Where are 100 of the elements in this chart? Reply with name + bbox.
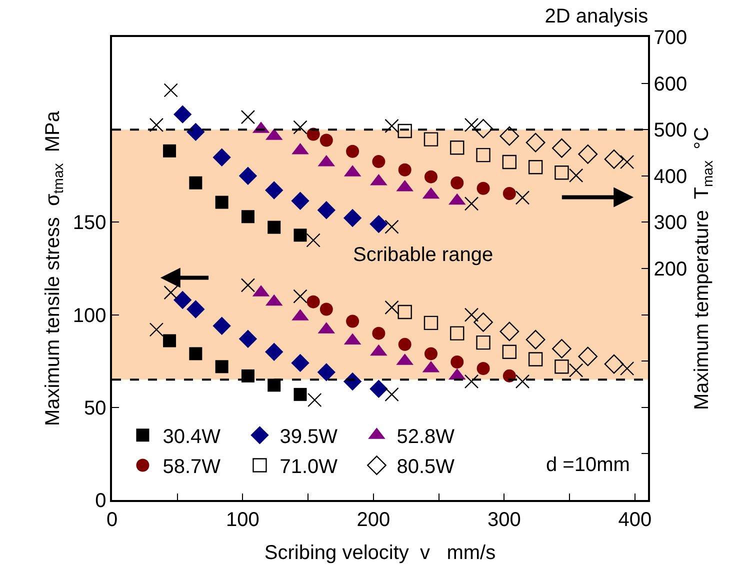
point	[241, 369, 254, 382]
point	[306, 295, 320, 308]
point	[604, 150, 624, 169]
y-tick-label: 150	[72, 212, 106, 234]
point	[554, 360, 569, 374]
point	[240, 110, 256, 124]
point	[502, 154, 517, 170]
point	[212, 316, 231, 336]
point	[450, 140, 464, 155]
point	[174, 105, 192, 124]
point	[464, 308, 479, 322]
point	[346, 314, 360, 328]
point	[450, 326, 464, 340]
point	[294, 388, 307, 401]
point	[500, 322, 520, 342]
legend-label: 52.8W	[396, 426, 455, 448]
point	[164, 83, 178, 98]
point	[291, 354, 310, 372]
point	[163, 144, 176, 158]
point	[398, 338, 412, 351]
point	[189, 176, 202, 190]
point	[450, 176, 464, 190]
legend-label: 39.5W	[280, 426, 338, 448]
point	[515, 374, 530, 389]
point	[186, 300, 205, 318]
y-tick-label: 50	[84, 397, 106, 420]
point	[189, 347, 202, 360]
point	[569, 363, 584, 378]
point	[294, 228, 307, 242]
legend-label: 30.4W	[162, 426, 221, 448]
x-tick-label: 300	[488, 508, 521, 531]
point	[578, 144, 598, 164]
point	[604, 354, 624, 374]
y2-tick-label: 200	[654, 258, 688, 280]
point	[265, 342, 284, 361]
point	[372, 326, 386, 340]
point	[552, 138, 572, 158]
point	[476, 148, 490, 162]
point	[384, 220, 399, 234]
point	[265, 181, 284, 200]
point	[372, 155, 386, 168]
point	[474, 118, 493, 138]
band-label: Scribable range	[353, 244, 494, 266]
point	[370, 214, 388, 234]
point	[149, 322, 164, 337]
point	[240, 278, 256, 292]
point	[384, 118, 399, 133]
point	[384, 300, 399, 314]
point	[320, 302, 333, 316]
y2-tick-label: 700	[654, 27, 688, 49]
point	[528, 352, 543, 366]
chart-title: 2D analysis	[544, 6, 648, 28]
point	[528, 160, 543, 174]
point	[293, 120, 308, 134]
point	[163, 334, 176, 348]
point	[346, 144, 360, 158]
point	[212, 148, 231, 166]
y-tick-label: 0	[95, 490, 106, 512]
point	[293, 289, 308, 304]
point	[238, 330, 258, 348]
point	[215, 196, 228, 209]
point	[552, 338, 572, 358]
point	[464, 196, 479, 211]
x-tick-label: 100	[226, 508, 260, 531]
point	[526, 330, 546, 350]
point	[569, 168, 584, 183]
point	[476, 182, 490, 195]
point	[384, 387, 399, 402]
legend-label: 71.0W	[280, 456, 338, 478]
legend-label: 58.7W	[162, 456, 221, 478]
point	[515, 190, 530, 205]
point	[502, 344, 517, 359]
point	[398, 124, 412, 138]
point	[554, 166, 569, 180]
point	[526, 132, 546, 152]
x-tick-label: 200	[356, 508, 390, 531]
point	[306, 233, 320, 248]
legend-label: 80.5W	[396, 456, 455, 478]
y2-tick-label: 400	[654, 166, 688, 188]
point	[268, 220, 281, 234]
point	[424, 347, 438, 360]
point	[164, 285, 178, 300]
point	[620, 361, 634, 376]
point	[502, 186, 516, 200]
point	[620, 154, 634, 170]
point	[476, 362, 490, 376]
point	[241, 210, 254, 224]
x-tick-label: 400	[618, 508, 652, 531]
point	[578, 346, 598, 366]
point	[343, 208, 362, 228]
point	[370, 380, 388, 398]
point	[317, 363, 336, 382]
point	[500, 126, 520, 146]
point	[291, 192, 310, 210]
point	[424, 170, 438, 184]
point	[317, 201, 336, 220]
point	[424, 132, 438, 146]
point	[186, 122, 205, 142]
point	[215, 360, 228, 374]
point	[268, 378, 281, 392]
